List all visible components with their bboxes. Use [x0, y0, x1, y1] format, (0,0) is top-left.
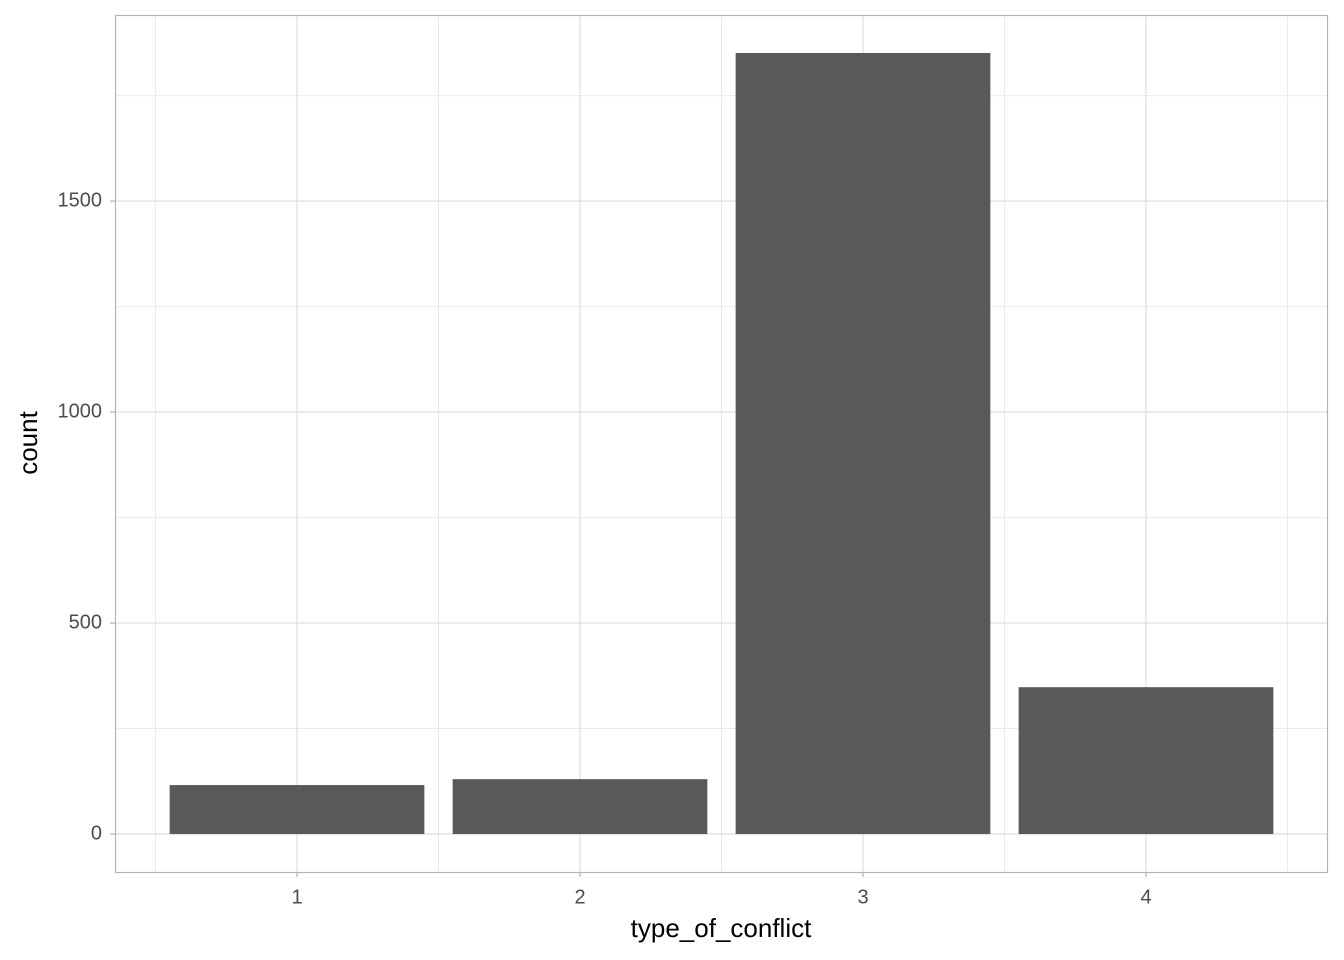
x-axis-title: type_of_conflict — [631, 913, 812, 943]
x-tick-label: 4 — [1140, 886, 1151, 908]
x-tick-label: 3 — [857, 886, 868, 908]
y-axis-title: count — [13, 410, 43, 474]
x-tick-label: 1 — [291, 886, 302, 908]
bar — [452, 779, 708, 835]
y-tick-label: 1500 — [58, 189, 103, 211]
y-tick-label: 0 — [91, 822, 102, 844]
bar — [735, 52, 991, 835]
x-tick-label: 2 — [574, 886, 585, 908]
marks — [169, 52, 1274, 835]
y-tick-label: 500 — [69, 611, 102, 633]
y-tick-label: 1000 — [58, 400, 103, 422]
bar — [169, 785, 425, 835]
bar — [1018, 687, 1274, 835]
panel-border — [114, 14, 1329, 874]
